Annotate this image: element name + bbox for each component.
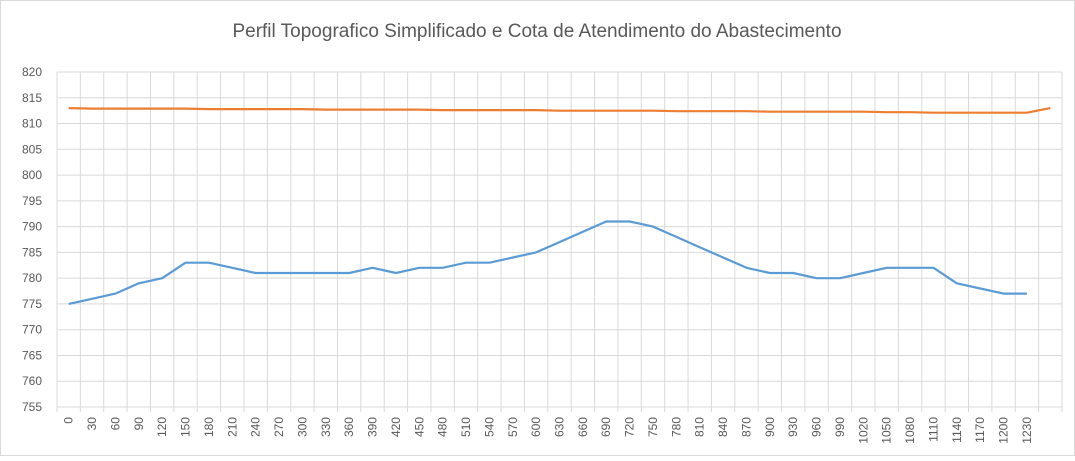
x-tick-label: 660 xyxy=(576,417,590,437)
x-tick-label: 480 xyxy=(436,417,450,437)
y-tick-label: 820 xyxy=(22,65,42,79)
x-tick-label: 390 xyxy=(366,417,380,437)
x-tick-label: 1020 xyxy=(856,417,870,444)
x-tick-label: 420 xyxy=(389,417,403,437)
x-tick-label: 90 xyxy=(132,417,146,431)
y-tick-label: 810 xyxy=(22,117,42,131)
x-tick-label: 570 xyxy=(506,417,520,437)
x-tick-label: 360 xyxy=(342,417,356,437)
x-tick-label: 630 xyxy=(553,417,567,437)
y-tick-label: 780 xyxy=(22,271,42,285)
x-tick-label: 690 xyxy=(599,417,613,437)
x-tick-label: 30 xyxy=(85,417,99,431)
x-tick-label: 270 xyxy=(272,417,286,437)
y-tick-label: 765 xyxy=(22,348,42,362)
x-tick-label: 870 xyxy=(739,417,753,437)
x-tick-label: 150 xyxy=(179,417,193,437)
x-tick-label: 1050 xyxy=(880,417,894,444)
x-tick-label: 210 xyxy=(225,417,239,437)
x-tick-label: 720 xyxy=(623,417,637,437)
x-tick-label: 900 xyxy=(763,417,777,437)
x-tick-label: 1080 xyxy=(903,417,917,444)
y-tick-label: 815 xyxy=(22,91,42,105)
y-tick-label: 775 xyxy=(22,297,42,311)
x-tick-label: 300 xyxy=(295,417,309,437)
y-tick-label: 760 xyxy=(22,374,42,388)
x-tick-label: 1200 xyxy=(997,417,1011,444)
x-tick-label: 330 xyxy=(319,417,333,437)
x-tick-label: 240 xyxy=(249,417,263,437)
x-tick-label: 930 xyxy=(786,417,800,437)
x-tick-label: 1110 xyxy=(926,417,940,442)
y-tick-label: 770 xyxy=(22,323,42,337)
chart-title: Perfil Topografico Simplificado e Cota d… xyxy=(232,21,841,42)
x-tick-label: 1230 xyxy=(1020,417,1034,444)
x-tick-label: 1140 xyxy=(950,417,964,443)
x-tick-label: 780 xyxy=(669,417,683,437)
x-tick-label: 750 xyxy=(646,417,660,437)
x-tick-label: 510 xyxy=(459,417,473,437)
series-line xyxy=(68,220,1027,305)
y-tick-label: 790 xyxy=(22,220,42,234)
x-tick-label: 1170 xyxy=(973,417,987,443)
x-tick-label: 180 xyxy=(202,417,216,437)
y-tick-label: 800 xyxy=(22,168,42,182)
x-tick-label: 540 xyxy=(482,417,496,437)
x-tick-label: 600 xyxy=(529,417,543,437)
x-tick-label: 120 xyxy=(155,417,169,437)
y-tick-label: 805 xyxy=(22,142,42,156)
y-tick-label: 755 xyxy=(22,400,42,414)
x-tick-label: 990 xyxy=(833,417,847,437)
y-tick-label: 785 xyxy=(22,245,42,259)
x-tick-label: 60 xyxy=(108,417,122,431)
series-line xyxy=(68,107,1051,114)
x-tick-label: 450 xyxy=(412,417,426,437)
y-tick-label: 795 xyxy=(22,194,42,208)
x-tick-label: 0 xyxy=(62,417,76,424)
x-tick-label: 960 xyxy=(810,417,824,437)
x-tick-label: 810 xyxy=(693,417,707,437)
x-tick-label: 840 xyxy=(716,417,730,437)
